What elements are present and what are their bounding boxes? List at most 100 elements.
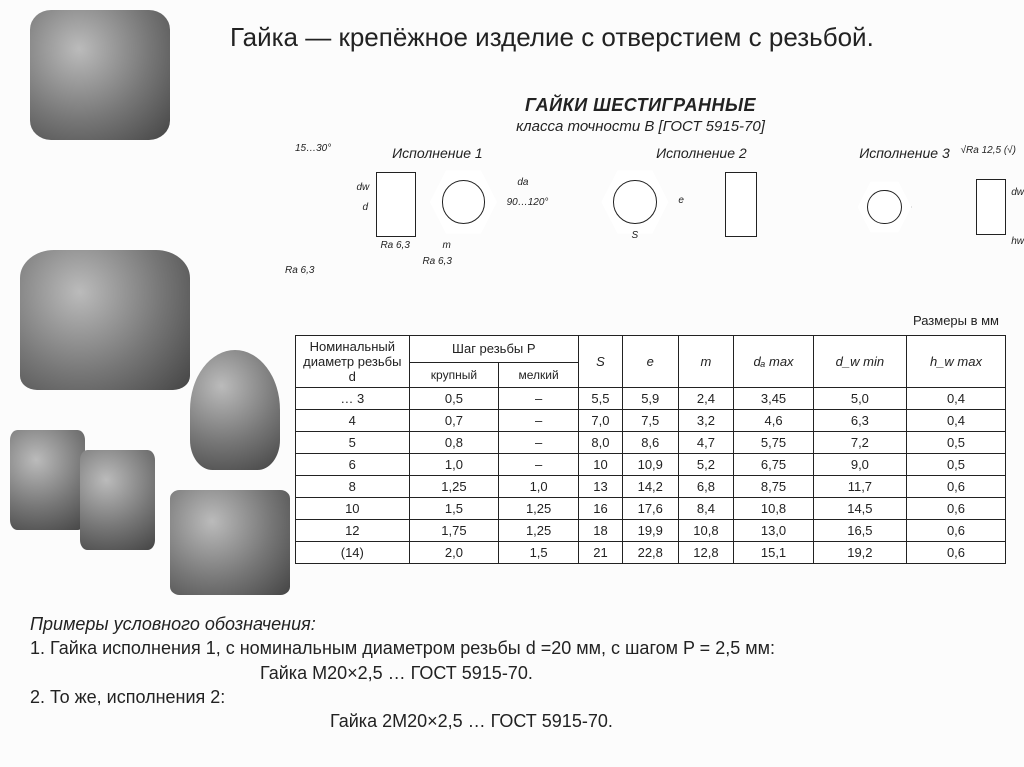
table-cell: 19,9: [622, 520, 678, 542]
dim-hw-label: hw: [1011, 236, 1024, 247]
table-cell: … 3: [296, 388, 410, 410]
exec-2-label: Исполнение 2: [600, 145, 803, 161]
exec1-front-view: [428, 167, 498, 237]
th-e: e: [622, 336, 678, 388]
table-cell: 5,9: [622, 388, 678, 410]
table-cell: 10: [579, 454, 623, 476]
table-cell: 5,5: [579, 388, 623, 410]
table-row: 101,51,251617,68,410,814,50,6: [296, 498, 1006, 520]
table-cell: 4: [296, 410, 410, 432]
table-cell: 13: [579, 476, 623, 498]
table-cell: 14,5: [813, 498, 906, 520]
exec3-side-view: [976, 179, 1006, 235]
table-cell: 2,4: [678, 388, 734, 410]
table-cell: 18: [579, 520, 623, 542]
castle-nut-photo: [20, 250, 190, 390]
table-cell: 17,6: [622, 498, 678, 520]
table-cell: –: [499, 410, 579, 432]
table-cell: 5,0: [813, 388, 906, 410]
tech-title-1: ГАЙКИ ШЕСТИГРАННЫЕ: [275, 95, 1006, 116]
exec-2-drawing: Исполнение 2 e S: [600, 145, 803, 315]
tech-title-2: класса точности В [ГОСТ 5915-70]: [275, 118, 1006, 135]
exec3-front-view: [856, 179, 912, 235]
dimensions-note: Размеры в мм: [913, 313, 999, 328]
table-cell: 8: [296, 476, 410, 498]
table-cell: 1,0: [499, 476, 579, 498]
table-cell: 21: [579, 542, 623, 564]
table-cell: 0,6: [906, 476, 1005, 498]
table-cell: 5,2: [678, 454, 734, 476]
table-row: 81,251,01314,26,88,7511,70,6: [296, 476, 1006, 498]
dim-s-label: S: [632, 230, 639, 241]
designation-examples: Примеры условного обозначения: 1. Гайка …: [30, 612, 1004, 733]
examples-title: Примеры условного обозначения:: [30, 612, 1004, 636]
table-cell: 0,6: [906, 542, 1005, 564]
table-cell: –: [499, 388, 579, 410]
table-cell: 5: [296, 432, 410, 454]
th-da: dₐ max: [734, 336, 814, 388]
table-row: … 30,5–5,55,92,43,455,00,4: [296, 388, 1006, 410]
th-pitch-fine: мелкий: [499, 362, 579, 387]
table-cell: 14,2: [622, 476, 678, 498]
chamfer-angle-label: 15…30°: [295, 143, 331, 154]
table-row: (14)2,01,52122,812,815,119,20,6: [296, 542, 1006, 564]
table-cell: 9,0: [813, 454, 906, 476]
th-hw: h_w max: [906, 336, 1005, 388]
th-pitch-coarse: крупный: [409, 362, 499, 387]
table-cell: 13,0: [734, 520, 814, 542]
dimensions-table: Номинальный диаметр резьбы d Шаг резьбы …: [295, 335, 1006, 564]
table-cell: 3,2: [678, 410, 734, 432]
eye-nut-photo: [190, 350, 280, 470]
th-dw: d_w min: [813, 336, 906, 388]
table-cell: 0,5: [906, 454, 1005, 476]
table-cell: 22,8: [622, 542, 678, 564]
hex-nut-photo: [30, 10, 170, 140]
table-cell: 0,5: [409, 388, 499, 410]
ra63-label-2: Ra 6,3: [422, 256, 451, 267]
table-cell: 7,2: [813, 432, 906, 454]
dim-m-label: m: [442, 240, 450, 251]
table-cell: 0,8: [409, 432, 499, 454]
cone-angle-label: 90…120°: [507, 197, 549, 208]
table-cell: 0,5: [906, 432, 1005, 454]
table-cell: 0,4: [906, 410, 1005, 432]
table-cell: 7,5: [622, 410, 678, 432]
example-1-code: Гайка М20×2,5 … ГОСТ 5915-70.: [30, 661, 1004, 685]
table-cell: 6: [296, 454, 410, 476]
page-title: Гайка — крепёжное изделие с отверстием с…: [230, 22, 1004, 53]
table-cell: 12,8: [678, 542, 734, 564]
table-cell: 19,2: [813, 542, 906, 564]
table-row: 50,8–8,08,64,75,757,20,5: [296, 432, 1006, 454]
table-row: 61,0–1010,95,26,759,00,5: [296, 454, 1006, 476]
table-cell: 0,6: [906, 498, 1005, 520]
dim-dw-label-3: dw: [1011, 187, 1024, 198]
exec1-side-view: [376, 172, 416, 237]
table-cell: 1,25: [499, 498, 579, 520]
example-1-desc: 1. Гайка исполнения 1, с номинальным диа…: [30, 636, 1004, 660]
table-cell: 15,1: [734, 542, 814, 564]
table-cell: 6,75: [734, 454, 814, 476]
technical-drawings: ГАЙКИ ШЕСТИГРАННЫЕ класса точности В [ГО…: [275, 95, 1006, 315]
table-cell: 8,4: [678, 498, 734, 520]
table-cell: 8,75: [734, 476, 814, 498]
table-cell: 8,0: [579, 432, 623, 454]
table-cell: 2,0: [409, 542, 499, 564]
dim-dw-label: dw: [356, 182, 369, 193]
ra63-label-1: Ra 6,3: [380, 240, 409, 251]
ra63-label-3: Ra 6,3: [285, 265, 314, 276]
cap-nut-photo-2: [80, 450, 155, 550]
table-cell: 7,0: [579, 410, 623, 432]
exec2-side-view: [725, 172, 757, 237]
table-cell: 5,75: [734, 432, 814, 454]
table-cell: 3,45: [734, 388, 814, 410]
table-cell: 0,4: [906, 388, 1005, 410]
table-cell: –: [499, 432, 579, 454]
table-cell: –: [499, 454, 579, 476]
table-row: 121,751,251819,910,813,016,50,6: [296, 520, 1006, 542]
table-cell: 1,25: [409, 476, 499, 498]
dim-da-label: da: [517, 177, 528, 188]
table-cell: 1,5: [499, 542, 579, 564]
table-cell: 1,0: [409, 454, 499, 476]
table-cell: 4,7: [678, 432, 734, 454]
table-cell: 10,8: [734, 498, 814, 520]
